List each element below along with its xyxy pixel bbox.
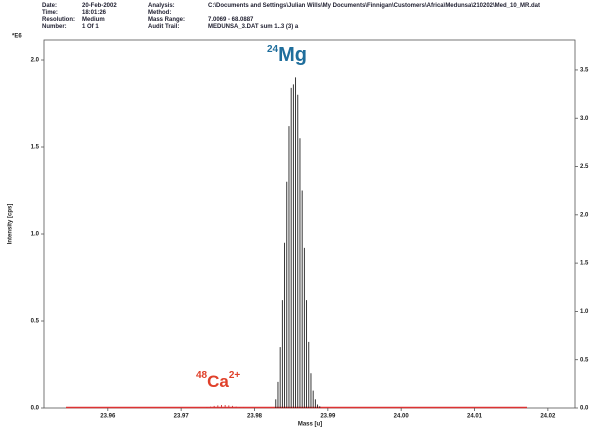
x-tick-label: 23.98: [247, 414, 263, 420]
plot-frame: [43, 39, 576, 409]
field-label: Date:: [42, 3, 58, 9]
y-multiplier: *E6: [12, 34, 22, 40]
field-value: 18:01:26: [82, 10, 107, 16]
field-label: Number:: [42, 24, 67, 30]
y2-tick-label: 3.5: [580, 68, 589, 74]
field-value: Medium: [82, 17, 105, 23]
y2-tick-label: 2.0: [580, 212, 589, 218]
y-tick-label: 0.0: [31, 406, 40, 412]
header: Date: Time: Resolution: Number: 20-Feb-2002 1…: [0, 0, 596, 38]
field-value: 7.0069 - 68.0887: [208, 17, 254, 23]
field-label: Resolution:: [42, 17, 75, 23]
x-tick-label: 24.00: [394, 414, 410, 420]
annotation-ca: 48Ca2+: [196, 370, 240, 392]
header-labels: Date: Time: Resolution: Number:: [42, 3, 75, 31]
y2-tick-label: 2.5: [580, 164, 589, 170]
x-tick-label: 23.96: [100, 414, 116, 420]
field-value: MEDUNSA_3.DAT sum 1..3 (3) a: [208, 24, 299, 30]
y2-tick-label: 1.5: [580, 261, 589, 267]
x-tick-label: 24.02: [540, 414, 556, 420]
field-label: Method:: [148, 10, 172, 16]
header-values: C:\Documents and Settings\Julian Wills\M…: [208, 3, 540, 31]
header-values: 20-Feb-2002 18:01:26 Medium 1 Of 1: [82, 3, 117, 31]
y-axis-label: Intensity [cps]: [8, 204, 14, 245]
field-label: Mass Range:: [148, 17, 186, 23]
field-value: 20-Feb-2002: [82, 3, 117, 9]
field-label: Audit Trail:: [148, 24, 180, 30]
mass-number: 48: [196, 370, 208, 381]
element-symbol: Mg: [278, 44, 308, 66]
field-label: Time:: [42, 10, 58, 16]
field-value: C:\Documents and Settings\Julian Wills\M…: [208, 3, 541, 9]
y2-tick-label: 0.0: [580, 406, 589, 412]
y2-tick-label: 3.0: [580, 116, 589, 122]
mass-number: 24: [267, 44, 279, 55]
field-label: Analysis:: [148, 3, 175, 9]
y-tick-label: 2.0: [31, 58, 40, 64]
y2-tick-label: 0.5: [580, 357, 589, 363]
x-tick-label: 24.01: [467, 414, 483, 420]
y-tick-label: 1.0: [31, 232, 40, 238]
field-value: 1 Of 1: [82, 24, 99, 30]
y2-tick-label: 1.0: [580, 309, 589, 315]
y-tick-label: 1.5: [31, 145, 40, 151]
annotation-mg: 24Mg: [267, 44, 307, 67]
x-tick-label: 23.99: [320, 414, 336, 420]
charge: 2+: [228, 370, 241, 381]
y-tick-label: 0.5: [31, 319, 40, 325]
x-tick-label: 23.97: [174, 414, 190, 420]
element-symbol: Ca: [207, 372, 229, 391]
header-labels: Analysis: Method: Mass Range: Audit Trail:: [148, 3, 185, 31]
x-axis-label: Mass [u]: [298, 422, 322, 428]
